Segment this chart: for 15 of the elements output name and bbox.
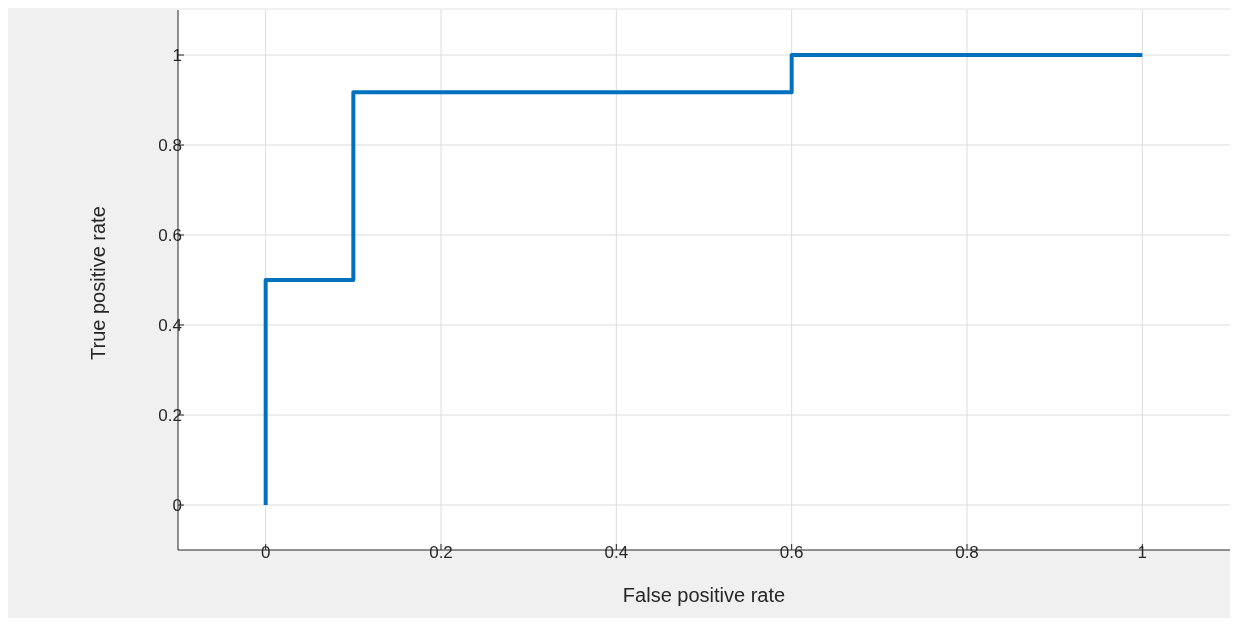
y-axis-title: True positive rate — [87, 206, 110, 360]
y-tick-label: 0.4 — [158, 316, 182, 336]
y-tick-label: 0.6 — [158, 226, 182, 246]
x-tick-label: 0.8 — [955, 543, 979, 563]
line-series — [263, 53, 1145, 507]
y-tick-label: 0 — [172, 496, 182, 516]
y-tick-label: 0.8 — [158, 136, 182, 156]
x-tick-label: 0.6 — [779, 543, 804, 563]
x-tick-label: 0.4 — [604, 543, 629, 563]
x-tick-label: 0 — [260, 543, 271, 563]
x-tick-label: 0.2 — [429, 543, 453, 563]
x-axis-title: False positive rate — [622, 584, 786, 606]
x-tick-label: 1 — [1137, 543, 1148, 563]
y-tick-label: 0.2 — [158, 406, 182, 426]
y-tick-label: 1 — [172, 46, 182, 66]
